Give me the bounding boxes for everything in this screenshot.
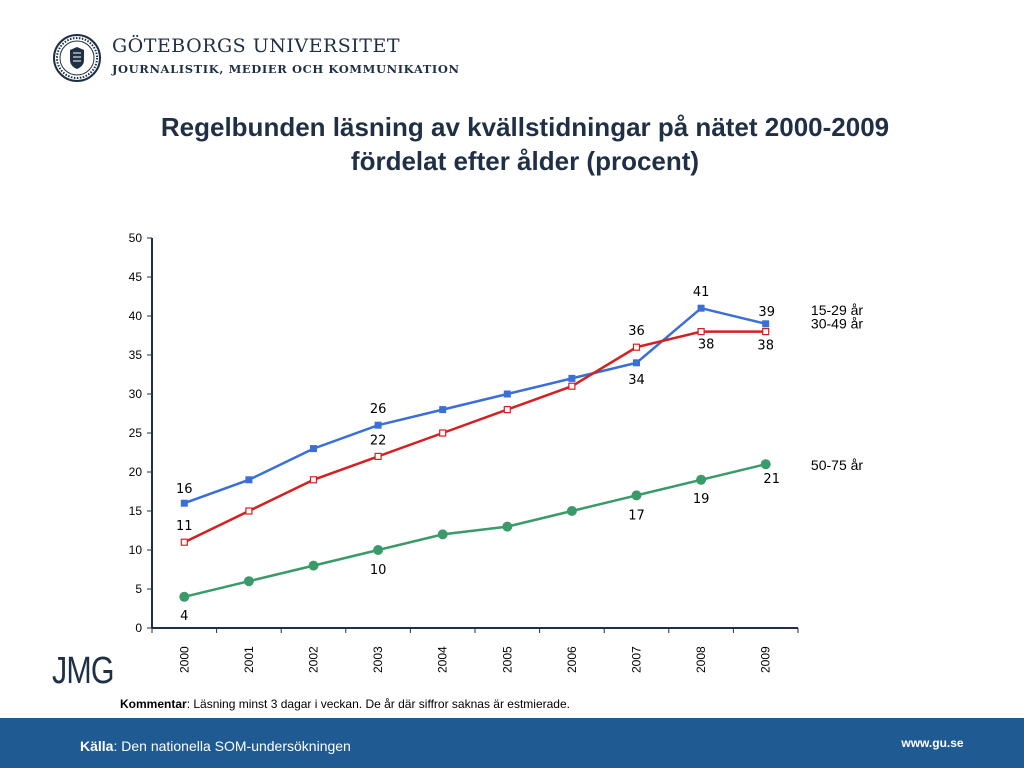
x-tick-label: 2007 (630, 646, 644, 673)
series-50-75-data-label: 19 (693, 492, 710, 507)
series-15-29-point (633, 359, 640, 367)
x-tick-label: 2001 (242, 646, 256, 673)
series-30-49-point (503, 406, 511, 414)
series-15-29-name: 15-29 år (811, 302, 863, 318)
series-15-29-data-label: 26 (370, 402, 387, 417)
series-50-75-data-label: 17 (628, 508, 645, 523)
university-name: GÖTEBORGS UNIVERSITET (112, 35, 401, 57)
page-header: GÖTEBORGS UNIVERSITET JOURNALISTIK, MEDI… (52, 33, 492, 85)
x-tick-label: 2004 (436, 646, 450, 673)
series-50-75-data-label: 21 (763, 472, 780, 487)
series-30-49-point (374, 452, 382, 460)
series-50-75-point (179, 591, 190, 602)
series-30-49-name: 30-49 år (811, 316, 863, 332)
footer-bar: Källa: Den nationella SOM-undersökningen… (0, 718, 1024, 768)
series-30-49-data-label: 36 (628, 324, 645, 339)
y-tick-label: 25 (129, 426, 143, 440)
series-30-49-point (309, 476, 318, 484)
university-seal-icon (53, 34, 101, 82)
series-15-29-data-label: 16 (176, 482, 193, 497)
y-tick-label: 35 (129, 348, 143, 362)
series-50-75-point (631, 490, 642, 501)
series-15-29-point (310, 445, 317, 453)
y-tick-label: 10 (129, 543, 143, 557)
chart-title-line-2: fördelat efter ålder (procent) (350, 146, 700, 176)
x-tick-label: 2008 (694, 646, 708, 673)
comment-label: Kommentar (120, 697, 187, 711)
series-15-29-point (697, 304, 705, 312)
series-50-75-point (502, 521, 513, 532)
series-30-49-point (568, 382, 576, 390)
y-tick-label: 30 (129, 387, 143, 401)
series-30-49-data-label: 11 (176, 519, 193, 534)
source-note: Källa: Den nationella SOM-undersökningen (80, 738, 351, 754)
series-30-49-point (632, 343, 641, 351)
x-tick-label: 2009 (759, 646, 773, 673)
series-30-49-data-label: 38 (757, 339, 774, 354)
source-label: Källa (80, 738, 114, 754)
website-link[interactable]: www.gu.se (901, 736, 964, 750)
series-15-29-point (503, 390, 511, 398)
chart-title: Regelbunden läsning av kvällstidningar p… (100, 110, 950, 178)
series-15-29-point (568, 374, 576, 382)
series-30-49-data-label: 38 (698, 338, 715, 353)
series-50-75-point (308, 560, 319, 571)
series-50-75-line (184, 462, 766, 599)
source-text: : Den nationella SOM-undersökningen (113, 738, 351, 754)
comment-text: : Läsning minst 3 dagar i veckan. De år … (186, 697, 570, 711)
chart-title-line-1: Regelbunden läsning av kvällstidningar p… (160, 112, 890, 142)
series-50-75-data-label: 10 (370, 563, 387, 578)
series-30-49-point (180, 538, 188, 546)
series-15-29-point (762, 320, 770, 328)
series-15-29-point (180, 499, 188, 507)
jmg-logo: JMG (52, 650, 115, 692)
series-30-49-point (762, 328, 770, 336)
series-15-29-data-label: 41 (693, 285, 710, 300)
series-50-75-point (696, 474, 707, 485)
series-15-29-line (183, 306, 766, 505)
series-30-49-data-label: 22 (370, 433, 387, 448)
x-tick-label: 2003 (371, 646, 385, 673)
series-50-75-point (566, 506, 577, 516)
y-tick-label: 40 (129, 309, 143, 323)
series-50-75-point (373, 545, 384, 555)
y-tick-label: 50 (129, 231, 143, 245)
series-50-75-point (243, 576, 254, 587)
y-tick-label: 5 (135, 582, 142, 596)
x-tick-label: 2000 (177, 646, 191, 673)
series-50-75-point (437, 529, 448, 540)
x-tick-label: 2002 (307, 646, 321, 673)
y-tick-label: 0 (135, 621, 142, 635)
series-30-49-point (245, 507, 253, 515)
series-15-29-point (245, 476, 253, 484)
series-15-29-data-label: 39 (758, 305, 775, 320)
series-15-29-point (439, 406, 447, 414)
series-30-49-point (439, 429, 447, 437)
x-tick-label: 2006 (565, 646, 579, 673)
series-30-49-line (183, 330, 766, 544)
series-15-29-point (374, 421, 382, 429)
chart-comment: Kommentar: Läsning minst 3 dagar i vecka… (120, 697, 570, 711)
series-30-49-point (697, 328, 705, 336)
y-tick-label: 15 (129, 504, 143, 518)
series-50-75-data-label: 4 (180, 609, 188, 624)
x-tick-label: 2005 (500, 646, 514, 673)
series-50-75-point (760, 459, 771, 470)
y-tick-label: 45 (129, 270, 143, 284)
y-tick-label: 20 (129, 465, 143, 479)
series-50-75-name: 50-75 år (811, 457, 863, 473)
department-name: JOURNALISTIK, MEDIER OCH KOMMUNIKATION (112, 62, 460, 76)
series-15-29-data-label: 34 (628, 373, 645, 388)
